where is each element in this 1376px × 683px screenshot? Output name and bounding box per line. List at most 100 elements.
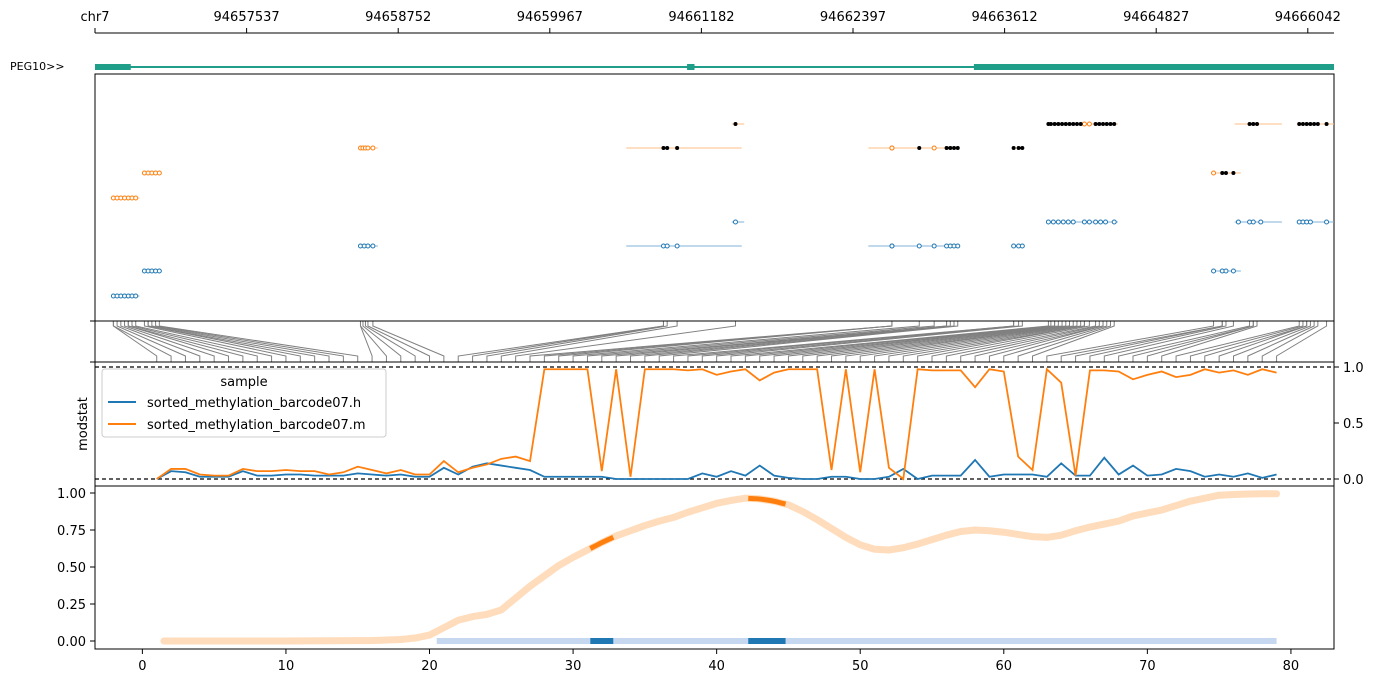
- read-unmethylated-point: [1211, 170, 1217, 176]
- connector-line: [945, 321, 1097, 362]
- connector-line: [1276, 321, 1328, 362]
- read-methylated-point: [1315, 122, 1320, 126]
- read-methylated-point: [1056, 122, 1061, 126]
- connector-line: [988, 321, 1104, 362]
- cumulative-xtick-label: 0: [138, 659, 146, 674]
- read-methylated-point: [1060, 122, 1065, 126]
- connector-line: [1075, 321, 1223, 362]
- connector-line: [1261, 321, 1319, 362]
- read-methylated-point: [1324, 122, 1329, 126]
- read-methylated-point: [1016, 146, 1021, 150]
- connector-line: [372, 321, 445, 362]
- read-methylated-point: [1020, 146, 1025, 150]
- connector-line: [917, 321, 1085, 362]
- connector-line: [112, 321, 172, 362]
- read-methylated-point: [952, 146, 957, 150]
- read-methylated-point: [955, 146, 960, 150]
- connector-line: [744, 321, 1052, 362]
- read-unmethylated-point: [889, 243, 895, 249]
- gene-exon: [687, 64, 695, 70]
- connector-line: [931, 321, 1090, 362]
- connector-line: [1046, 321, 1215, 362]
- legend-box: [101, 368, 387, 438]
- read-unmethylated-point: [1086, 121, 1092, 127]
- connector-line: [1175, 321, 1300, 362]
- read-methylated-point: [1308, 122, 1313, 126]
- read-unmethylated-point: [1070, 219, 1076, 225]
- connector-line: [960, 321, 1100, 362]
- read-methylated-point: [1251, 122, 1256, 126]
- top-axis-tick-label: chr7: [80, 10, 109, 25]
- read-methylated-point: [1312, 122, 1317, 126]
- top-axis-tick-label: 94663612: [972, 10, 1038, 25]
- cumulative-curve: [160, 490, 1281, 645]
- read-unmethylated-point: [931, 243, 937, 249]
- connector-line: [859, 321, 1074, 362]
- connector-line: [730, 321, 1049, 362]
- genomic-coordinate-axis: chr7 94657537 94658752 94659967 94661182 9466…: [80, 10, 1341, 34]
- top-axis-tick-label: 94658752: [365, 10, 431, 25]
- cumulative-xtick-label: 80: [1283, 659, 1300, 674]
- reads-panel: [110, 121, 1334, 299]
- read-unmethylated-point: [1211, 268, 1217, 274]
- connector-line: [644, 321, 955, 362]
- read-unmethylated-point: [365, 243, 371, 249]
- cumulative-panel: 0.00 0.25 0.50 0.75 1.00 0 10 20 30 40 50 60 70 80: [57, 487, 1299, 674]
- read-unmethylated-point: [1086, 219, 1092, 225]
- read-methylated-point: [733, 122, 738, 126]
- connector-line: [558, 321, 893, 362]
- read-methylated-point: [1112, 122, 1117, 126]
- modstat-ytick-label: 0.0: [1343, 473, 1364, 488]
- connector-line: [1103, 321, 1234, 362]
- connector-panel: [90, 320, 1328, 363]
- read-methylated-point: [1101, 122, 1106, 126]
- gene-track: PEG10>>: [10, 60, 1334, 73]
- connector-line: [773, 321, 1056, 362]
- top-axis-tick-label: 94661182: [668, 10, 734, 25]
- read-unmethylated-point: [1011, 243, 1017, 249]
- read-unmethylated-point: [1081, 121, 1087, 127]
- modstat-series-line: [156, 456, 1277, 480]
- read-unmethylated-point: [1055, 219, 1061, 225]
- read-unmethylated-point: [365, 145, 371, 151]
- connector-line: [716, 321, 1023, 362]
- connector-line: [131, 321, 258, 362]
- read-methylated-point: [1108, 122, 1113, 126]
- legend: sample sorted_methylation_barcode07.h so…: [101, 368, 387, 438]
- read-methylated-point: [1255, 122, 1260, 126]
- connector-line: [1161, 321, 1258, 362]
- cumulative-xtick-label: 70: [1139, 659, 1156, 674]
- connector-line: [364, 321, 416, 362]
- read-methylated-point: [944, 146, 949, 150]
- read-methylated-point: [661, 146, 666, 150]
- modstat-ylabel: modstat: [76, 397, 91, 451]
- read-unmethylated-point: [1081, 219, 1087, 225]
- read-unmethylated-point: [1103, 219, 1109, 225]
- connector-line: [1003, 321, 1108, 362]
- modstat-series-line: [156, 367, 1277, 481]
- read-methylated-point: [917, 146, 922, 150]
- read-methylated-point: [1223, 171, 1228, 175]
- read-unmethylated-point: [955, 243, 961, 249]
- cumulative-ytick-label: 0.25: [57, 598, 86, 613]
- modstat-ytick-label: 1.0: [1343, 361, 1364, 376]
- read-unmethylated-point: [1258, 219, 1264, 225]
- gene-exon: [973, 64, 1334, 70]
- read-methylated-point: [675, 146, 680, 150]
- connector-line: [874, 321, 1078, 362]
- read-methylated-point: [1300, 122, 1305, 126]
- read-unmethylated-point: [156, 170, 162, 176]
- read-unmethylated-point: [1307, 219, 1313, 225]
- connector-line: [472, 321, 664, 362]
- connector-line: [500, 321, 678, 362]
- read-unmethylated-point: [1060, 219, 1066, 225]
- read-unmethylated-point: [156, 268, 162, 274]
- connector-line: [888, 321, 1082, 362]
- read-methylated-point: [1220, 171, 1225, 175]
- read-unmethylated-point: [1324, 219, 1330, 225]
- connector-line: [701, 321, 1020, 362]
- connector-line: [802, 321, 1063, 362]
- cumulative-ytick-label: 0.50: [57, 561, 86, 576]
- gene-exon: [95, 64, 131, 70]
